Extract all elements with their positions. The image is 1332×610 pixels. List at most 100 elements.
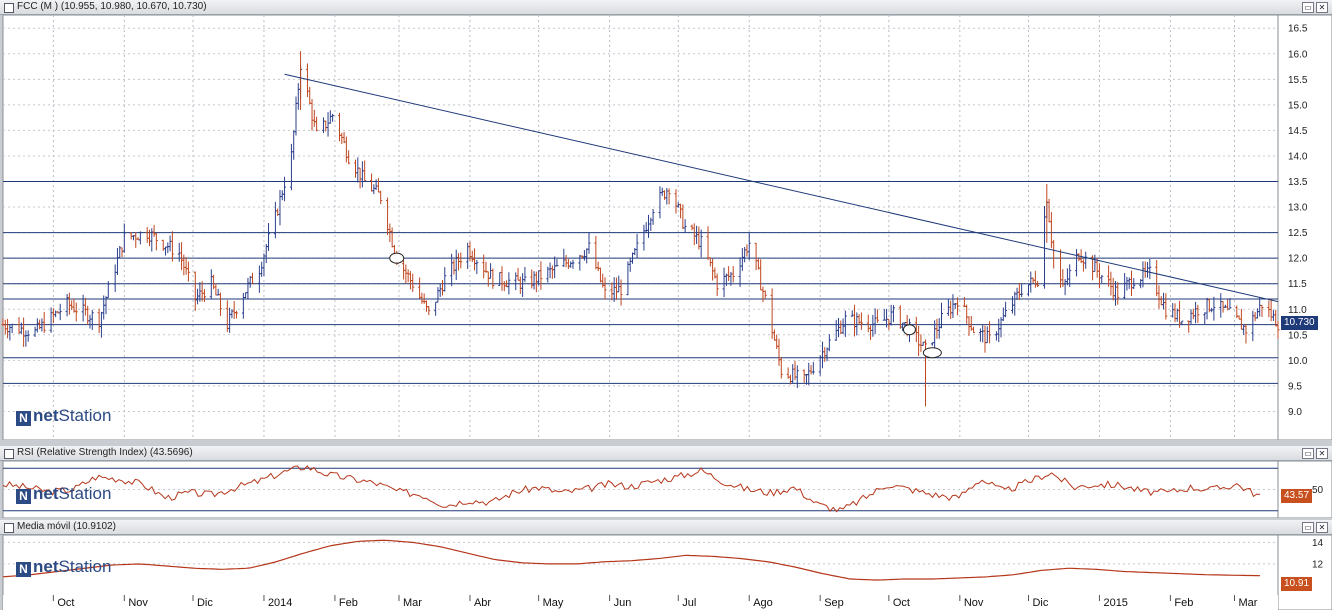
ohlc-bar (58, 303, 62, 321)
x-axis-month-label: Oct (893, 597, 910, 609)
ohlc-bar (699, 229, 703, 258)
ohlc-bar (635, 233, 639, 259)
ohlc-bar (683, 219, 687, 233)
x-axis-month-label: Mar (1239, 597, 1258, 609)
ohlc-bar (234, 310, 238, 319)
panel-menu-icon[interactable] (4, 523, 14, 533)
close-icon[interactable]: ✕ (1316, 2, 1328, 13)
ohlc-bar (218, 292, 222, 317)
ohlc-bar (1276, 321, 1280, 339)
x-axis-month-label: Feb (1174, 597, 1193, 609)
close-icon[interactable]: ✕ (1316, 522, 1328, 533)
x-axis-month-label: Abr (474, 597, 491, 609)
ma-panel: Media móvil (10.9102) ▭ ✕ 14 12 Oct Nov Dic 2… (0, 520, 1332, 610)
x-axis-month-label: Nov (964, 597, 984, 609)
x-axis-month-label: May (543, 597, 564, 609)
ohlc-bar (331, 113, 335, 122)
ohlc-bar (154, 233, 158, 251)
ma-last-badge: 10.91 (1281, 577, 1313, 591)
ohlc-bar (715, 273, 719, 297)
ma-panel-header: Media móvil (10.9102) ▭ ✕ (0, 520, 1332, 535)
ohlc-bar (795, 365, 799, 389)
ohlc-bar (491, 268, 495, 289)
ohlc-bar (1180, 320, 1184, 326)
ohlc-bar (170, 231, 174, 262)
price-tick-label: 14.5 (1288, 126, 1308, 137)
x-axis-strip (3, 595, 1278, 610)
minimize-icon[interactable]: ▭ (1302, 2, 1314, 13)
x-axis-month-label: Oct (57, 597, 74, 609)
x-axis-month-label: Dic (197, 597, 213, 609)
x-axis-month-label: Ago (753, 597, 773, 609)
ohlc-bar (42, 311, 46, 333)
ohlc-bar (1132, 278, 1136, 289)
ohlc-bar (186, 261, 190, 282)
price-tick-label: 16.0 (1288, 49, 1308, 60)
price-tick-label: 10.0 (1288, 356, 1308, 367)
ohlc-bar (731, 266, 735, 283)
netstation-logo-icon: N (16, 411, 31, 426)
panel-menu-icon[interactable] (4, 3, 14, 13)
ohlc-bar (603, 277, 607, 300)
x-axis-month-label: Jun (614, 597, 632, 609)
ohlc-bar (138, 231, 142, 245)
price-panel: FCC (M ) (10.955, 10.980, 10.670, 10.730… (0, 0, 1332, 440)
ohlc-bar (811, 362, 815, 375)
ohlc-bar (859, 312, 863, 330)
rsi-panel-header: RSI (Relative Strength Index) (43.5696) … (0, 446, 1332, 461)
ohlc-bar (427, 305, 431, 316)
ohlc-bar (10, 323, 14, 334)
x-axis-month-label: Mar (403, 597, 422, 609)
ohlc-bar (940, 302, 944, 329)
plot-area (2, 15, 1279, 440)
x-axis-month-label: 2014 (268, 597, 292, 609)
price-tick-label: 11.5 (1288, 279, 1307, 290)
x-axis-month-label: Feb (339, 597, 358, 609)
price-chart: 16.5 16.0 15.5 15.0 14.5 14.0 13.5 13.0 12.5 12.0… (1, 15, 1332, 440)
rsi-chart: 50 (2, 461, 1332, 518)
y-axis-area (1277, 15, 1332, 440)
price-tick-label: 11.0 (1288, 305, 1307, 316)
minimize-icon[interactable]: ▭ (1302, 522, 1314, 533)
price-tick-label: 10.5 (1288, 330, 1308, 341)
minimize-icon[interactable]: ▭ (1302, 448, 1314, 459)
annotation-ellipse (922, 347, 942, 359)
price-tick-label: 13.5 (1288, 177, 1308, 188)
ohlc-bar (74, 302, 78, 322)
close-icon[interactable]: ✕ (1316, 448, 1328, 459)
price-tick-label: 9.0 (1288, 407, 1302, 418)
annotation-ellipse (902, 324, 916, 336)
ohlc-bar (1004, 301, 1008, 318)
ohlc-bar (1244, 324, 1248, 344)
trendline (284, 73, 1279, 303)
price-tick-label: 13.0 (1288, 203, 1308, 214)
ohlc-bar (651, 209, 655, 225)
ma-line (2, 539, 1261, 581)
x-axis-month-label: Sep (824, 597, 844, 609)
ohlc-bar (827, 334, 831, 352)
ohlc-bar (1164, 293, 1168, 320)
price-tick-label: 16.5 (1288, 24, 1308, 35)
ohlc-bar (106, 281, 110, 299)
ohlc-bar (875, 309, 879, 323)
rsi-line (2, 465, 1261, 513)
ohlc-bar (363, 160, 367, 182)
ohlc-bar (1196, 304, 1200, 323)
rsi-panel: RSI (Relative Strength Index) (43.5696) … (0, 446, 1332, 518)
ohlc-bar (667, 188, 671, 205)
ohlc-bar (315, 116, 319, 132)
ohlc-bar (1148, 259, 1152, 280)
netstation-logo-icon: N (16, 562, 31, 577)
ma-axis-area (1277, 535, 1332, 610)
ohlc-bar (747, 232, 751, 261)
price-tick-label: 15.0 (1288, 100, 1308, 111)
price-panel-title: FCC (M ) (10.955, 10.980, 10.670, 10.730… (17, 1, 207, 12)
rsi-tick-label: 50 (1312, 485, 1324, 496)
panel-menu-icon[interactable] (4, 449, 14, 459)
ohlc-bar (122, 223, 126, 253)
ohlc-bar (411, 273, 415, 293)
ohlc-bar (539, 261, 543, 290)
ohlc-bar (763, 290, 767, 299)
ohlc-bar (1116, 281, 1120, 305)
